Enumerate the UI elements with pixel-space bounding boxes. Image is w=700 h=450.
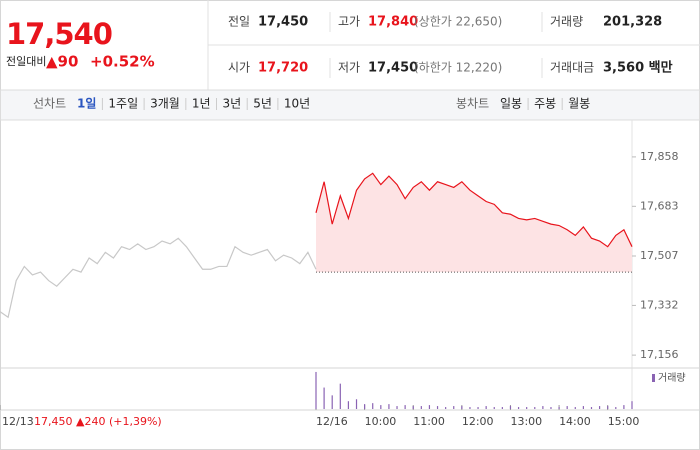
volume-bar [517,407,520,409]
change: ▲90 [46,53,78,71]
volume-bar [550,407,552,409]
x-tick-label: 14:00 [559,415,591,428]
volume-bar [493,407,495,409]
volume-bar [590,407,593,409]
volume-bar [364,404,366,409]
info-note: (하한가 12,220) [414,61,502,75]
info-value: 201,328 [603,15,662,30]
y-tick-label: 17,683 [640,199,679,212]
volume-bar [534,407,536,409]
tab-group-label: 봉차트 [456,97,489,111]
info-label: 거래량 [550,15,583,29]
volume-bar [315,371,317,409]
info-note: (상한가 22,650) [414,15,502,29]
volume-bar [436,406,439,409]
legend-swatch [652,374,655,382]
volume-bar [574,407,576,409]
y-tick-label: 17,858 [640,150,679,163]
info-value: 17,450 [258,15,308,30]
x-tick-label: 10:00 [365,415,397,428]
volume-bar [501,407,503,409]
volume-bar [469,407,471,409]
x-tick-label: 13:00 [510,415,542,428]
price-area [316,173,632,273]
y-tick-label: 17,332 [640,298,679,311]
x-tick-label: 11:00 [413,415,445,428]
change-label: 전일대비 [6,54,46,68]
volume-bar [445,407,447,409]
info-label: 전일 [228,15,250,29]
y-tick-label: 17,507 [640,249,679,262]
volume-bar [404,405,406,409]
volume-bar [598,406,601,409]
volume-bar [582,406,584,409]
tab[interactable]: 1일 [77,97,96,111]
tab[interactable]: 3개월 [150,97,180,111]
volume-bar [453,406,455,409]
volume-bar [420,406,422,409]
volume-bar [388,404,390,409]
volume-bar [323,387,325,409]
info-value: 17,450 [368,61,418,76]
volume-bar [355,399,358,409]
volume-bar [615,407,617,409]
volume-bar [339,383,341,409]
volume-bar [558,407,560,409]
volume-bar [331,395,333,409]
volume-bar [396,406,398,409]
info-label: 고가 [338,15,360,29]
tab[interactable]: 5년 [253,97,272,111]
tab[interactable]: 주봉 [534,97,556,111]
volume-bar [380,405,382,409]
x-tick-label: 15:00 [608,415,640,428]
volume-bar [542,406,544,409]
volume-bar [372,403,374,409]
legend-label: 거래량 [658,372,686,384]
price-line [315,172,633,248]
volume-bar [347,401,350,409]
change-pct: +0.52% [90,53,155,71]
info-label: 시가 [228,61,250,75]
x-tick-label: 12/16 [316,415,348,428]
price-line [0,237,317,319]
volume-bar [485,406,487,409]
volume-bar [623,405,625,409]
info-value: 3,560 백만 [603,60,673,76]
volume-bar [428,405,431,409]
volume-bar [566,406,568,409]
y-tick-label: 17,156 [640,348,679,361]
tab[interactable]: 1주일 [108,97,138,111]
volume-bar [477,407,479,409]
price: 17,540 [6,17,112,51]
tab-group-label: 선차트 [33,97,66,111]
tab[interactable]: 일봉 [500,97,522,111]
volume-bar [607,406,609,409]
x-tick-label: 12/13 [2,415,34,428]
tab[interactable]: 1년 [192,97,211,111]
x-tick-label: 12:00 [462,415,494,428]
tab-bar [0,89,700,121]
volume-bar [412,406,414,409]
info-label: 거래대금 [550,61,594,75]
info-label: 저가 [338,61,360,75]
tab[interactable]: 3년 [223,97,242,111]
info-value: 17,840 [368,15,418,30]
volume-bar [461,406,463,409]
tab[interactable]: 10년 [284,97,310,111]
tab[interactable]: 월봉 [568,97,590,111]
info-value: 17,720 [258,61,308,76]
volume-bar [526,407,528,409]
volume-bar [509,406,512,409]
prev-day-label: 17,450 ▲240 (+1,39%) [34,415,162,428]
volume-bar [631,401,633,409]
